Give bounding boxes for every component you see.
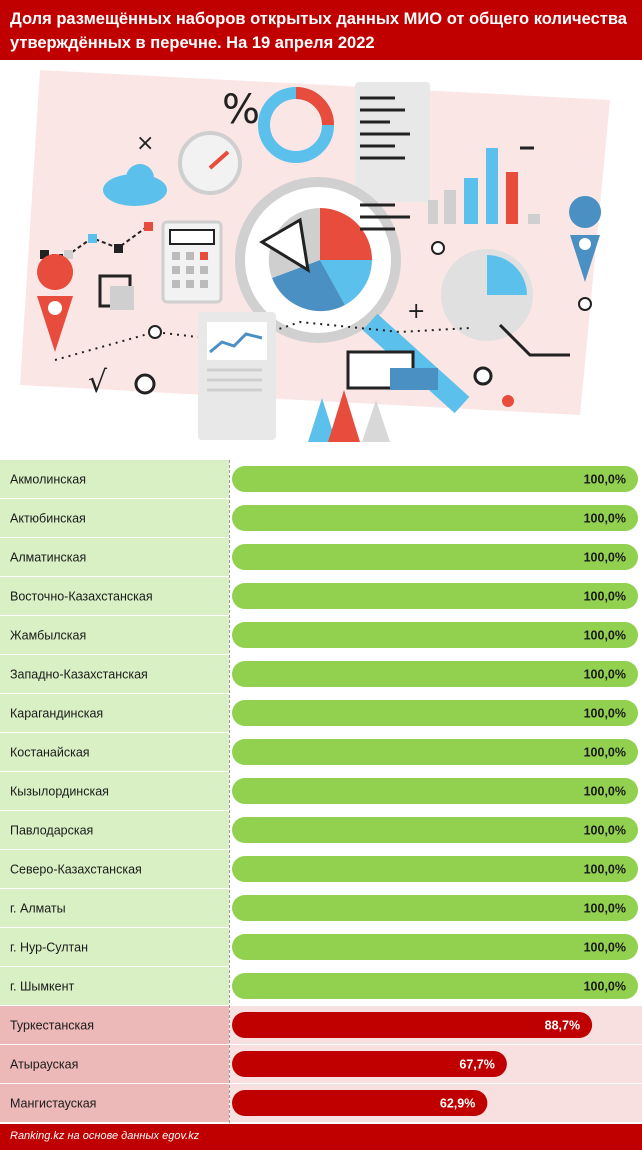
bar [232, 1051, 507, 1077]
category-label: г. Шымкент [10, 980, 74, 994]
page-title: Доля размещённых наборов открытых данных… [10, 10, 627, 52]
category-label: Акмолинская [10, 473, 86, 487]
category-label: Кызылординская [10, 785, 109, 799]
value-label: 100,0% [584, 629, 626, 643]
value-label: 100,0% [584, 590, 626, 604]
category-label: г. Алматы [10, 902, 66, 916]
category-cell [0, 733, 229, 771]
category-cell [0, 772, 229, 810]
category-cell [0, 1045, 229, 1083]
value-label: 100,0% [584, 668, 626, 682]
value-label: 100,0% [584, 512, 626, 526]
dotted-trail-icon [54, 320, 471, 361]
gauge-icon [178, 131, 242, 195]
value-label: 100,0% [584, 551, 626, 565]
category-label: г. Нур-Султан [10, 941, 88, 955]
category-cell [0, 928, 229, 966]
category-label: Карагандинская [10, 707, 103, 721]
category-cell [0, 655, 229, 693]
bar [232, 661, 638, 687]
bar [232, 856, 638, 882]
bar [232, 934, 638, 960]
check-icon: √ [88, 365, 108, 400]
value-label: 62,9% [440, 1097, 475, 1111]
bar [232, 739, 638, 765]
value-label: 100,0% [584, 785, 626, 799]
footer-banner: Ranking.kz на основе данных egov.kz [0, 1124, 642, 1150]
close-icon: × [136, 131, 154, 156]
value-label: 100,0% [584, 980, 626, 994]
category-cell [0, 694, 229, 732]
triangles-icon [308, 398, 336, 442]
value-label: 100,0% [584, 824, 626, 838]
infographic-illustration: % × [20, 70, 610, 442]
bar [232, 973, 638, 999]
category-cell [0, 616, 229, 654]
source-note: Ranking.kz на основе данных egov.kz [10, 1130, 200, 1142]
bar [232, 622, 638, 648]
bar-chart-icon [428, 148, 540, 224]
bar [232, 700, 638, 726]
category-cell [0, 967, 229, 1005]
plus-icon: + [407, 299, 425, 324]
value-label: 100,0% [584, 902, 626, 916]
gauge-needle-icon [208, 150, 230, 170]
value-label: 88,7% [545, 1019, 580, 1033]
triangle-pie-icon [259, 217, 310, 273]
percent-icon: % [222, 87, 260, 133]
category-label: Жамбылская [10, 629, 86, 643]
category-cell [0, 538, 229, 576]
bar [232, 1012, 593, 1038]
bar [232, 505, 638, 531]
category-label: Костанайская [10, 746, 90, 760]
category-cell [0, 850, 229, 888]
category-cell [0, 1084, 229, 1122]
donut-red-segment-icon [295, 87, 334, 126]
category-cell [0, 460, 229, 498]
category-label: Алматинская [10, 551, 86, 565]
bar-chart: Акмолинская 100,0% Актюбинская 100,0% Алмати… [0, 460, 642, 1123]
bar [232, 466, 638, 492]
bar [232, 583, 638, 609]
value-label: 100,0% [584, 473, 626, 487]
category-cell [0, 889, 229, 927]
category-label: Западно-Казахстанская [10, 668, 148, 682]
bar [232, 1090, 488, 1116]
header-banner: Доля размещённых наборов открытых данных… [0, 0, 642, 60]
bar [232, 544, 638, 570]
bar [232, 895, 638, 921]
value-label: 100,0% [584, 863, 626, 877]
value-label: 100,0% [584, 746, 626, 760]
document-icon [355, 82, 430, 202]
category-cell [0, 499, 229, 537]
bar [232, 817, 638, 843]
document-lines-icon [360, 96, 410, 160]
value-label: 100,0% [584, 707, 626, 721]
value-label: 67,7% [459, 1058, 494, 1072]
pie-icon [320, 208, 372, 260]
category-cell [0, 1006, 229, 1044]
category-label: Туркестанская [10, 1019, 94, 1033]
category-label: Актюбинская [10, 512, 86, 526]
value-label: 100,0% [584, 941, 626, 955]
category-label: Северо-Казахстанская [10, 863, 142, 877]
category-label: Павлодарская [10, 824, 93, 838]
category-label: Атырауская [10, 1058, 78, 1072]
bar [232, 778, 638, 804]
category-label: Восточно-Казахстанская [10, 590, 153, 604]
category-label: Мангистауская [10, 1097, 96, 1111]
category-cell [0, 811, 229, 849]
category-cell [0, 577, 229, 615]
